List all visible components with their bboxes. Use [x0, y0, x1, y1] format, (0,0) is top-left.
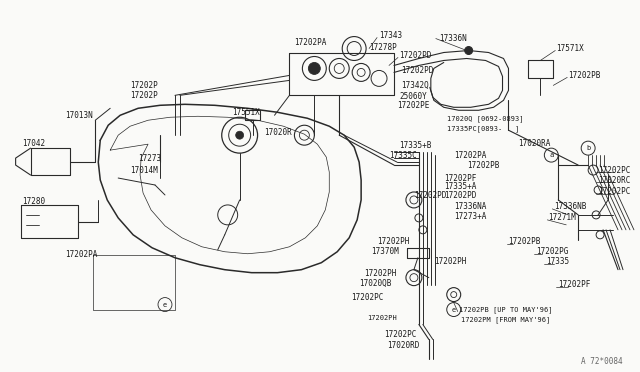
- Text: e: e: [163, 302, 167, 308]
- Text: 17202PD: 17202PD: [414, 192, 446, 201]
- Text: 17042: 17042: [22, 139, 45, 148]
- Text: 17020RD: 17020RD: [387, 341, 419, 350]
- Text: 17020Q [0692-0893]: 17020Q [0692-0893]: [447, 115, 524, 122]
- Text: 17335+B: 17335+B: [399, 141, 431, 150]
- Text: b: b: [586, 145, 590, 151]
- Text: 17020R: 17020R: [264, 128, 292, 137]
- Text: 17202PC: 17202PC: [598, 187, 630, 196]
- Text: a: a: [549, 152, 554, 158]
- Text: 17020QB: 17020QB: [359, 279, 392, 288]
- Text: 17202PG: 17202PG: [536, 247, 569, 256]
- Text: 17020RA: 17020RA: [518, 139, 551, 148]
- Text: 17335PC[0893-   ]: 17335PC[0893- ]: [447, 125, 519, 132]
- Text: 17202PB: 17202PB: [467, 161, 499, 170]
- Text: 17202PH: 17202PH: [434, 257, 466, 266]
- Text: 17202PD: 17202PD: [444, 192, 476, 201]
- Text: 17202PA: 17202PA: [454, 151, 486, 160]
- Text: 17202PM [FROM MAY'96]: 17202PM [FROM MAY'96]: [461, 316, 550, 323]
- Text: 17202PB [UP TO MAY'96]: 17202PB [UP TO MAY'96]: [459, 306, 552, 313]
- Text: 17202PF: 17202PF: [558, 280, 591, 289]
- Text: 17202PC: 17202PC: [351, 293, 383, 302]
- Text: 17202PA: 17202PA: [294, 38, 327, 47]
- Circle shape: [236, 131, 244, 139]
- Text: 17280: 17280: [22, 198, 45, 206]
- Text: 17202PH: 17202PH: [377, 237, 410, 246]
- Text: 17013N: 17013N: [65, 111, 93, 120]
- Text: 17273: 17273: [138, 154, 161, 163]
- Text: 17202PE: 17202PE: [397, 101, 429, 110]
- Text: 17370M: 17370M: [371, 247, 399, 256]
- Text: 17278P: 17278P: [369, 43, 397, 52]
- Text: 17202PH: 17202PH: [367, 314, 397, 321]
- Text: 17202PB: 17202PB: [568, 71, 600, 80]
- Text: 17336NA: 17336NA: [454, 202, 486, 211]
- Text: 17020RC: 17020RC: [598, 176, 630, 185]
- Text: 17202PC: 17202PC: [384, 330, 417, 339]
- Text: 17202P: 17202P: [130, 81, 158, 90]
- Text: 25060Y: 25060Y: [399, 92, 427, 101]
- Text: 17273+A: 17273+A: [454, 212, 486, 221]
- Text: 17551X: 17551X: [232, 108, 259, 117]
- Text: e: e: [452, 307, 456, 312]
- Text: 17202PA: 17202PA: [65, 250, 98, 259]
- Text: 17342Q: 17342Q: [401, 81, 429, 90]
- Circle shape: [308, 62, 320, 74]
- Text: 17014M: 17014M: [130, 166, 158, 174]
- Text: 17202PD: 17202PD: [399, 51, 431, 60]
- Text: 17335: 17335: [547, 257, 570, 266]
- Text: 17336N: 17336N: [439, 34, 467, 43]
- Text: 17202PF: 17202PF: [444, 173, 476, 183]
- Text: 17202PC: 17202PC: [598, 166, 630, 174]
- Text: 17336NB: 17336NB: [554, 202, 587, 211]
- Text: 17202PB: 17202PB: [509, 237, 541, 246]
- Text: 17343: 17343: [379, 31, 402, 40]
- Text: 17335C: 17335C: [389, 151, 417, 160]
- Circle shape: [465, 46, 473, 54]
- Text: A 72*0084: A 72*0084: [581, 357, 623, 366]
- Text: 17202PH: 17202PH: [364, 269, 397, 278]
- Text: 17335+A: 17335+A: [444, 183, 476, 192]
- Text: 17271M: 17271M: [548, 214, 576, 222]
- Text: 17202PD: 17202PD: [401, 66, 433, 75]
- Text: 17202P: 17202P: [130, 91, 158, 100]
- Text: 17571X: 17571X: [556, 44, 584, 53]
